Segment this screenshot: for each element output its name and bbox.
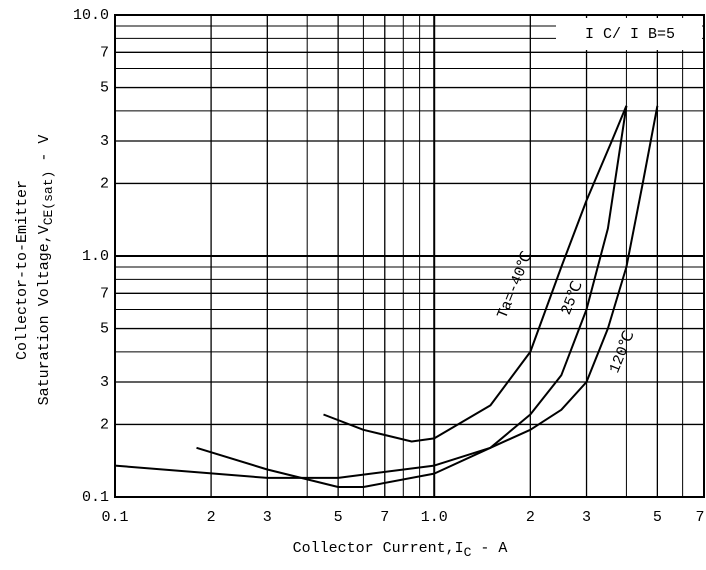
y-tick-label: 10.0	[73, 7, 109, 24]
y-tick-label: 3	[100, 374, 109, 391]
annotation: I C/ I B=5	[585, 26, 675, 43]
x-tick-label: 7	[695, 509, 704, 526]
plot-frame	[114, 14, 705, 498]
y-label-main: Saturation Voltage,V	[36, 225, 53, 405]
annotation-box	[556, 18, 702, 50]
y-tick-label: 0.1	[82, 489, 109, 506]
x-tick-label: 1.0	[421, 509, 448, 526]
y-tick-label: 2	[100, 175, 109, 192]
curve	[114, 105, 659, 479]
x-tick-label: 2	[526, 509, 535, 526]
x-label-main: Collector Current,I	[293, 540, 464, 557]
x-tick-label: 7	[380, 509, 389, 526]
x-tick-label: 5	[653, 509, 662, 526]
x-tick-label: 0.1	[101, 509, 128, 526]
x-tick-label: 3	[582, 509, 591, 526]
y-tick-label: 5	[100, 321, 109, 338]
x-label-sub: C	[464, 545, 472, 560]
y-tick-label: 2	[100, 416, 109, 433]
y-label-tail: - V	[36, 135, 53, 171]
curve	[196, 105, 628, 488]
y-tick-label: 7	[100, 44, 109, 61]
y-label-sub: CE(sat)	[41, 171, 56, 226]
y-tick-label: 7	[100, 285, 109, 302]
y-axis-title: Collector-to-Emitter Saturation Voltage,…	[14, 135, 56, 406]
x-tick-label: 5	[334, 509, 343, 526]
curve	[323, 105, 628, 443]
y-label-line2: Saturation Voltage,VCE(sat) - V	[36, 135, 56, 406]
curve-label: 25℃	[558, 279, 587, 318]
y-tick-label: 5	[100, 80, 109, 97]
y-tick-label: 3	[100, 133, 109, 150]
x-tick-label: 2	[207, 509, 216, 526]
y-label-line1: Collector-to-Emitter	[14, 180, 31, 360]
x-tick-label: 3	[263, 509, 272, 526]
x-label-tail: - A	[471, 540, 507, 557]
x-axis-title: Collector Current,IC - A	[293, 540, 508, 560]
y-tick-label: 1.0	[82, 248, 109, 265]
